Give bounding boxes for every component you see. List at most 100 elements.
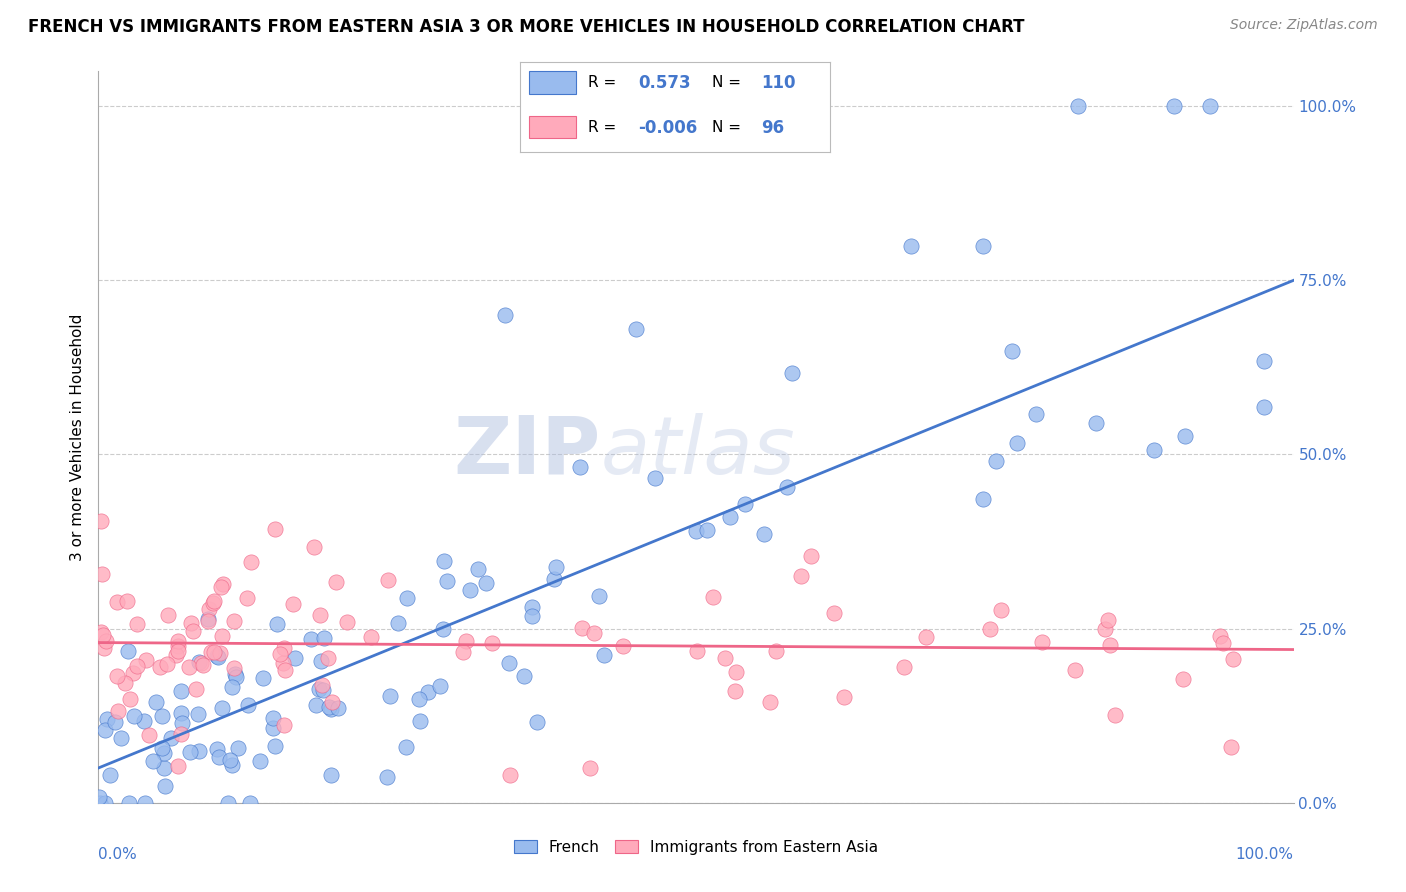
Point bbox=[221, 681, 243, 695]
Point bbox=[208, 749, 231, 764]
Point bbox=[169, 727, 191, 741]
Point bbox=[458, 582, 481, 597]
Point bbox=[150, 709, 173, 723]
Point bbox=[167, 644, 190, 658]
Point bbox=[318, 700, 340, 714]
Text: N =: N = bbox=[711, 120, 745, 135]
Point bbox=[1208, 629, 1230, 643]
Point bbox=[319, 701, 342, 715]
Point bbox=[1097, 613, 1119, 627]
Point bbox=[311, 682, 333, 697]
Point bbox=[915, 630, 938, 644]
Point bbox=[377, 573, 399, 587]
Point bbox=[513, 669, 536, 683]
Point bbox=[183, 624, 205, 638]
Point bbox=[187, 707, 209, 722]
Point bbox=[696, 523, 718, 537]
Point bbox=[209, 646, 232, 660]
Point bbox=[187, 744, 209, 758]
Point bbox=[207, 650, 229, 665]
Point bbox=[734, 497, 756, 511]
Y-axis label: 3 or more Vehicles in Household: 3 or more Vehicles in Household bbox=[70, 313, 86, 561]
Point bbox=[153, 746, 176, 760]
Point bbox=[1000, 344, 1022, 359]
Point bbox=[900, 238, 922, 252]
Point bbox=[319, 768, 342, 782]
Point bbox=[790, 569, 813, 583]
Point bbox=[252, 672, 274, 686]
Point bbox=[180, 615, 202, 630]
Point bbox=[122, 666, 145, 681]
Point bbox=[122, 709, 145, 723]
FancyBboxPatch shape bbox=[530, 116, 576, 138]
Point bbox=[1199, 99, 1222, 113]
Point bbox=[498, 657, 520, 671]
Point bbox=[433, 554, 456, 568]
Point bbox=[190, 657, 212, 671]
Point bbox=[1031, 635, 1053, 649]
Point bbox=[686, 643, 709, 657]
Point bbox=[198, 602, 221, 616]
Point bbox=[90, 625, 112, 640]
Text: 0.0%: 0.0% bbox=[98, 847, 138, 862]
Point bbox=[211, 701, 233, 715]
Point bbox=[93, 641, 115, 656]
Point bbox=[409, 714, 432, 729]
Point bbox=[142, 754, 165, 768]
Point bbox=[211, 629, 233, 643]
Point bbox=[90, 514, 112, 528]
Point bbox=[1220, 740, 1243, 755]
Point bbox=[454, 633, 477, 648]
Point bbox=[202, 644, 225, 658]
FancyBboxPatch shape bbox=[530, 71, 576, 94]
Point bbox=[336, 615, 359, 629]
Point bbox=[685, 524, 707, 539]
Point bbox=[169, 706, 191, 720]
Point bbox=[91, 567, 114, 582]
Point bbox=[89, 789, 111, 804]
Point bbox=[157, 607, 180, 622]
Point bbox=[264, 739, 287, 753]
Point bbox=[326, 701, 349, 715]
Point bbox=[1094, 622, 1116, 636]
Point bbox=[145, 695, 167, 709]
Point bbox=[520, 609, 543, 624]
Point bbox=[321, 695, 343, 709]
Point bbox=[1253, 400, 1275, 414]
Point bbox=[378, 689, 401, 703]
Point bbox=[1025, 407, 1047, 421]
Point bbox=[800, 549, 823, 564]
Point bbox=[217, 796, 239, 810]
Point bbox=[1174, 428, 1197, 442]
Point bbox=[156, 657, 179, 671]
Point bbox=[1005, 436, 1028, 450]
Point bbox=[481, 636, 503, 650]
Point bbox=[165, 648, 187, 662]
Point bbox=[224, 667, 246, 681]
Point bbox=[432, 622, 454, 636]
Text: ZIP: ZIP bbox=[453, 413, 600, 491]
Text: -0.006: -0.006 bbox=[638, 119, 697, 136]
Point bbox=[396, 591, 419, 605]
Point bbox=[104, 715, 127, 730]
Point bbox=[325, 575, 347, 590]
Point bbox=[520, 600, 543, 615]
Point bbox=[186, 681, 208, 696]
Point bbox=[152, 761, 174, 775]
Text: 110: 110 bbox=[762, 74, 796, 92]
Point bbox=[170, 684, 193, 698]
Point bbox=[281, 598, 304, 612]
Point bbox=[526, 714, 548, 729]
Point bbox=[284, 651, 307, 665]
Point bbox=[205, 742, 228, 756]
Point bbox=[187, 655, 209, 669]
Point bbox=[135, 653, 157, 667]
Legend: French, Immigrants from Eastern Asia: French, Immigrants from Eastern Asia bbox=[508, 834, 884, 861]
Point bbox=[308, 681, 330, 696]
Point bbox=[375, 770, 398, 784]
Point bbox=[1143, 442, 1166, 457]
Point bbox=[91, 628, 114, 642]
Text: FRENCH VS IMMIGRANTS FROM EASTERN ASIA 3 OR MORE VEHICLES IN HOUSEHOLD CORRELATI: FRENCH VS IMMIGRANTS FROM EASTERN ASIA 3… bbox=[28, 18, 1025, 36]
Point bbox=[200, 645, 222, 659]
Point bbox=[644, 471, 666, 485]
